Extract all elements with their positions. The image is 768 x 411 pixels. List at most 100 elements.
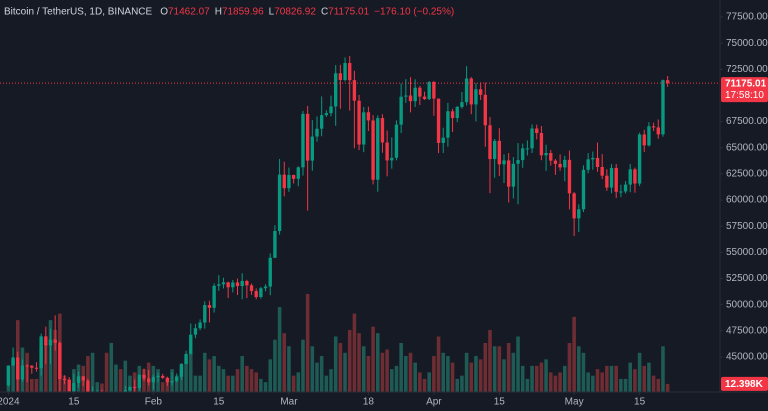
volume-bar (558, 372, 562, 392)
volume-bar (375, 333, 380, 392)
candle-body (189, 334, 193, 354)
ohlc-key: H (215, 7, 222, 18)
candle-body (376, 118, 380, 180)
volume-bar (296, 372, 301, 392)
candle-body (315, 128, 319, 137)
candle-body (175, 376, 179, 382)
volume-bar (516, 336, 520, 392)
candle-body (203, 305, 207, 323)
candle-body (567, 159, 572, 194)
volume-bar (390, 369, 394, 392)
candle-body (86, 380, 90, 392)
candle-body (492, 140, 497, 160)
candle-body (132, 387, 137, 389)
candle-body (48, 339, 53, 346)
candle-body (156, 375, 160, 378)
volume-bar (572, 316, 576, 392)
x-tick-label: Apr (426, 397, 442, 408)
candle-body (474, 89, 478, 105)
y-tick-label: 65000.00 (726, 142, 768, 153)
candle-body (245, 281, 249, 286)
volume-bar (404, 356, 408, 392)
candle-body (123, 390, 127, 392)
volume-bar (30, 378, 34, 392)
candle-body (165, 377, 170, 383)
volume-bar (497, 346, 502, 392)
candle-body (651, 126, 656, 128)
candle-body (581, 169, 586, 210)
volume-bar (128, 375, 132, 392)
candle-body (170, 381, 174, 383)
volume-bar (109, 343, 114, 392)
volume-bar (534, 365, 539, 392)
candle-body (633, 169, 637, 184)
volume-bar (633, 369, 637, 392)
x-tick-label: Mar (280, 397, 298, 408)
y-tick-label: 72500.00 (726, 64, 768, 75)
y-tick-label: 45000.00 (726, 352, 768, 363)
volume-bar (231, 375, 235, 392)
volume-bar (34, 378, 39, 392)
candle-body (277, 174, 282, 232)
candle-body (198, 322, 202, 329)
candle-body (221, 282, 226, 285)
volume-bar (605, 365, 609, 392)
volume-bar (469, 362, 474, 392)
candle-body (273, 231, 277, 258)
y-tick-label: 50000.00 (726, 299, 768, 310)
candle-body (577, 209, 581, 219)
candle-body (418, 87, 422, 97)
volume-bar (188, 349, 193, 392)
candle-body (614, 167, 618, 192)
plot-area (6, 55, 670, 392)
volume-bar (193, 375, 198, 392)
volume-bar (198, 375, 202, 392)
volume-bar (86, 356, 90, 392)
candle-body (254, 291, 258, 298)
candle-body (240, 281, 244, 287)
volume-bar (600, 372, 604, 392)
candle-body (591, 157, 595, 160)
volume-bar (548, 372, 553, 392)
candle-body (450, 111, 455, 119)
change: −176.10 (−0.25%) (374, 7, 454, 18)
volume-bar (628, 362, 633, 392)
candle-body (511, 163, 516, 187)
volume-bar (259, 378, 263, 392)
candle-body (76, 376, 81, 384)
candle-body (217, 284, 221, 286)
candle-body (436, 98, 441, 143)
volume-bar (277, 307, 282, 392)
candle-body (16, 357, 20, 380)
volume-bar (464, 352, 469, 392)
x-tick-label: 15 (494, 397, 506, 408)
candle-body (6, 365, 11, 386)
ohlc-value: 71859.96 (222, 7, 264, 18)
volume-bar (226, 375, 230, 392)
candle-body (642, 134, 646, 146)
ohlc-value: 71175.01 (328, 7, 369, 18)
volume-bar (366, 356, 371, 392)
candle-body (343, 63, 347, 80)
candle-body (366, 112, 371, 121)
candle-body (506, 160, 511, 187)
ohlc-value: 70826.92 (274, 7, 316, 18)
candle-body (628, 169, 632, 185)
volume-bar (273, 339, 277, 392)
x-tick-label: 15 (68, 397, 80, 408)
volume-bar (310, 346, 315, 392)
candle-body (72, 383, 76, 392)
candle-body (572, 193, 576, 219)
header: Bitcoin / TetherUS, 1D, BINANCE O 71462.0… (4, 7, 454, 18)
volume-bar (502, 359, 506, 392)
volume-bar (506, 343, 511, 392)
candle-body (329, 106, 333, 114)
volume-bar (441, 352, 445, 392)
volume-bar (413, 362, 417, 392)
y-tick-label: 67500.00 (726, 116, 768, 127)
ohlc-value: 71462.07 (168, 7, 210, 18)
candle-body (62, 379, 67, 381)
y-tick-label: 75000.00 (726, 38, 768, 49)
volume-bar (586, 372, 590, 392)
